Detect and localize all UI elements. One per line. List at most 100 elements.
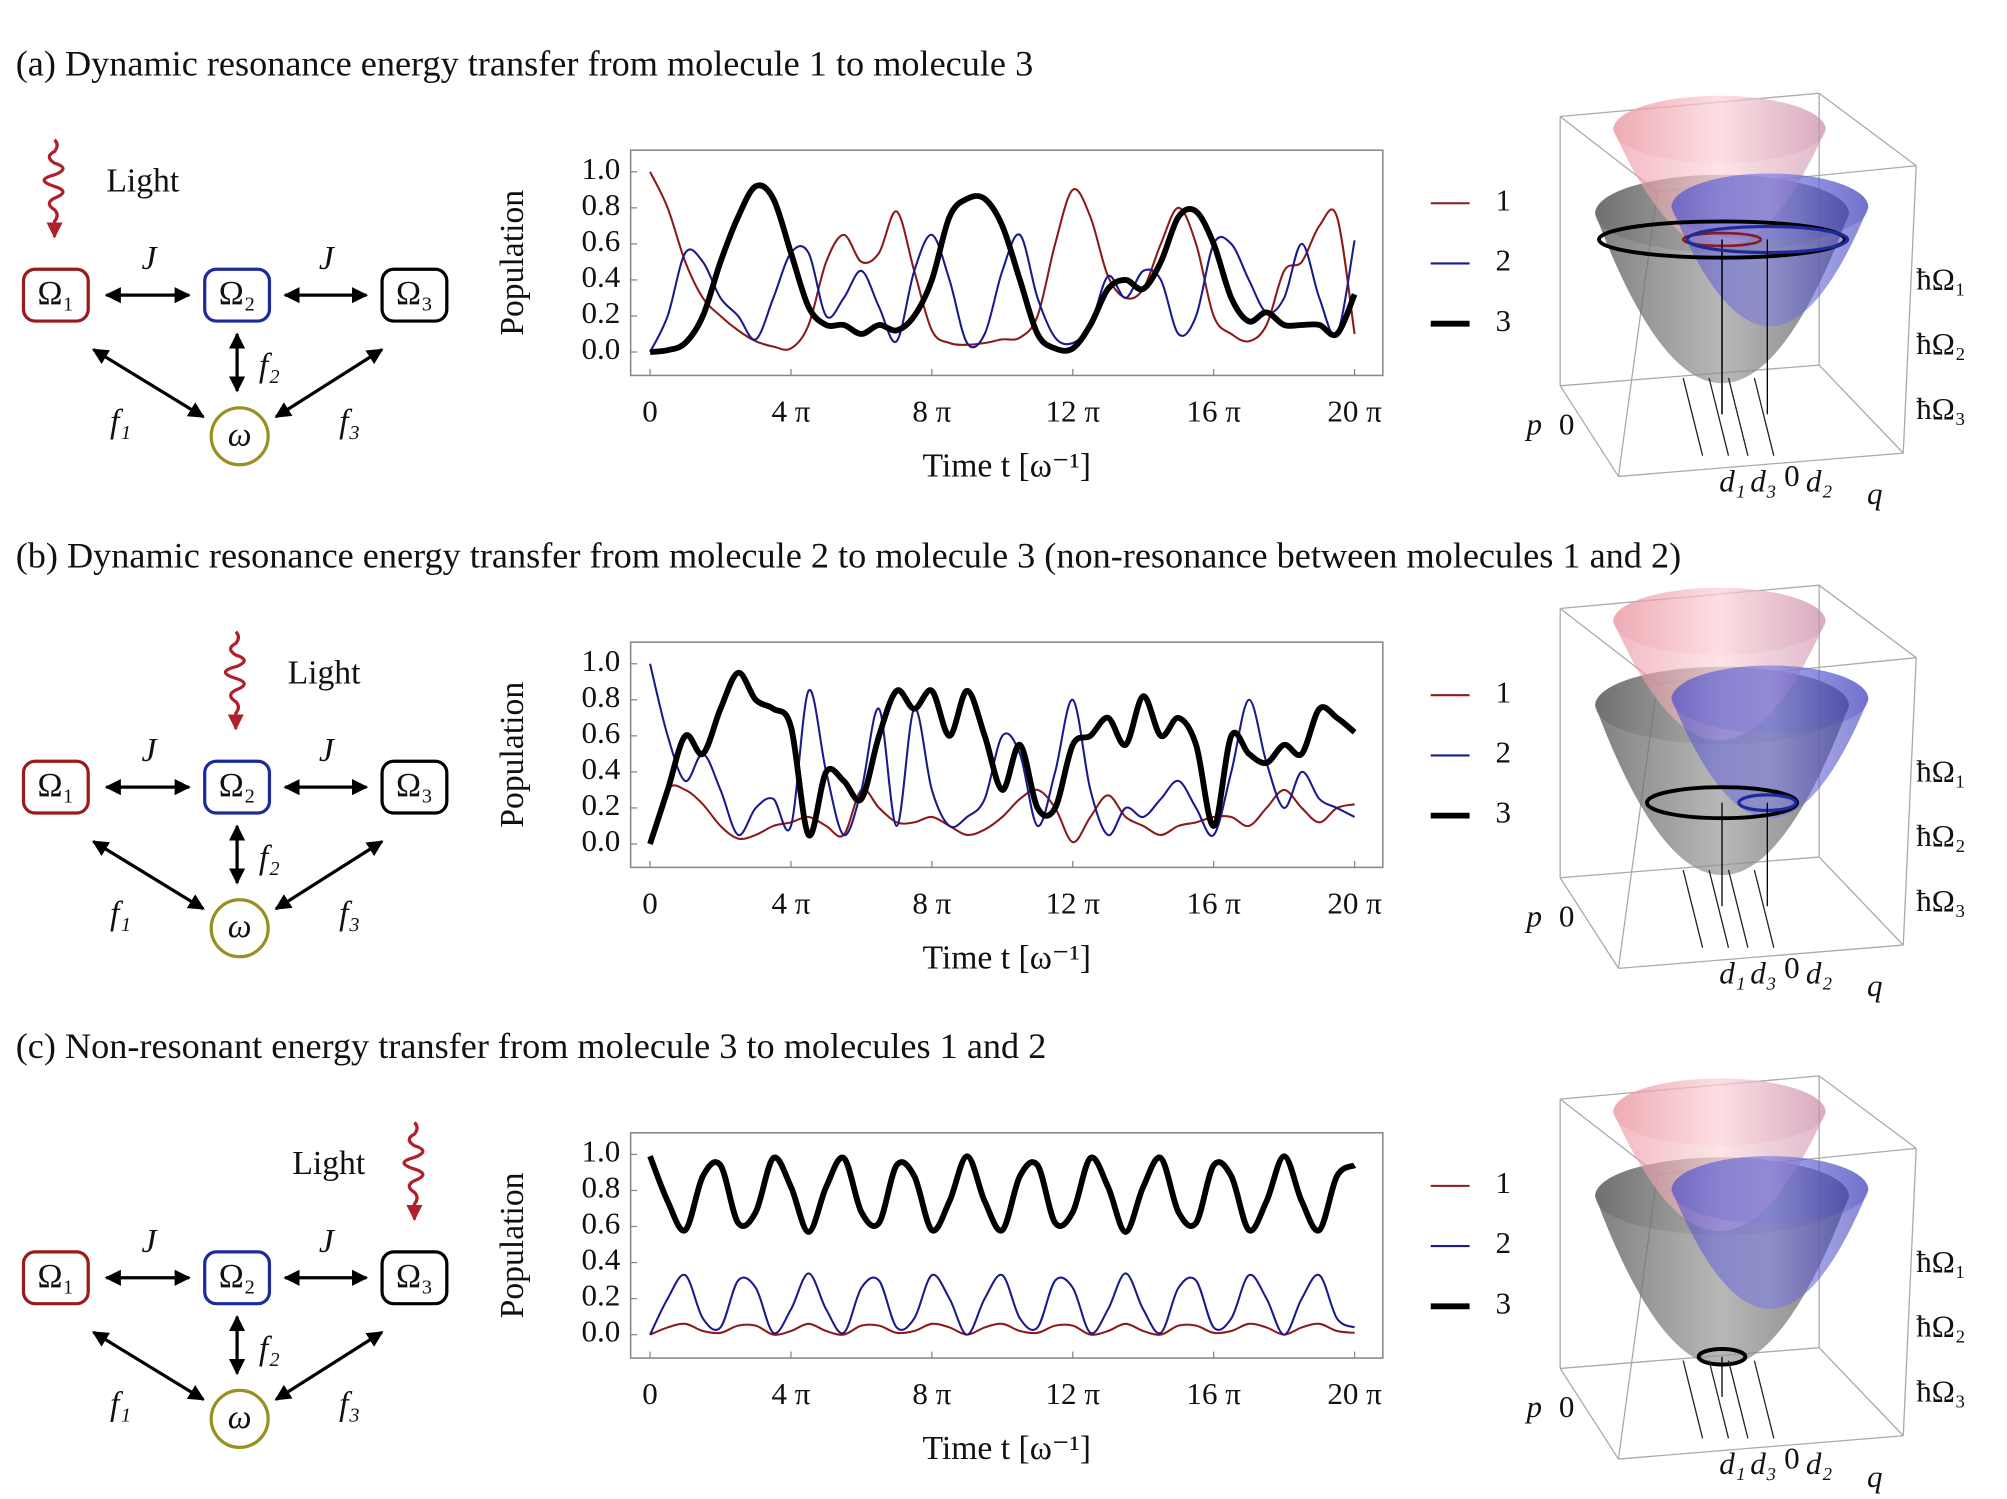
energy-label: ħΩ₃ [1916,1373,1965,1408]
x-tick-label: 12 π [1046,393,1101,428]
x-tick-label: 12 π [1046,1376,1101,1411]
box-edge [1902,657,1917,946]
light-label: Light [106,163,180,200]
potential-surface [1559,1075,1917,1460]
axis-label-3d: d₂ [1806,463,1833,498]
molecule-box [203,1250,272,1306]
panel-title: (a) Dynamic resonance energy transfer fr… [16,44,1033,84]
coupling-label: f₃ [339,403,360,440]
surface-excited-1-rim [1613,95,1826,164]
coupling-label: J [142,732,159,769]
x-axis-label: Time t [ω⁻¹] [923,1430,1091,1467]
x-axis-label: Time t [ω⁻¹] [923,447,1091,484]
energy-label: ħΩ₂ [1916,818,1965,853]
coupling-arrow [91,840,205,911]
floor-tick [1753,869,1775,948]
surface-excited-1-rim [1613,587,1826,656]
floor-tick [1727,869,1749,948]
light-wave [42,138,65,239]
molecule-label: Ω₁ [37,275,74,312]
energy-label: ħΩ₁ [1916,261,1965,296]
series-line [649,1322,1355,1336]
molecule-label: Ω₃ [396,1258,433,1295]
box-edge [1560,364,1820,387]
x-tick-label: 20 π [1327,393,1382,428]
legend-label: 1 [1495,182,1511,217]
axis-label-3d: 0 [1784,1441,1800,1476]
y-tick-label: 0.0 [581,331,620,366]
x-tick-label: 20 π [1327,1376,1382,1411]
oscillator-node [209,1388,270,1450]
molecule-label: Ω₃ [396,767,433,804]
surface-excited-2-rim [1671,173,1869,241]
legend-label: 1 [1495,1165,1511,1200]
x-tick-label: 4 π [771,1376,810,1411]
coupling-label: f₁ [110,895,131,932]
axis-label-3d: d₁ [1719,955,1745,990]
energy-label: ħΩ₂ [1916,326,1965,361]
coupling-arrow [274,1330,384,1401]
box-edge [1559,1368,1619,1460]
coupling-arrow [274,840,384,911]
molecule-box [380,267,449,323]
energy-label: ħΩ₃ [1916,883,1965,918]
legend-label: 2 [1495,1225,1511,1260]
panel-title: (b) Dynamic resonance energy transfer fr… [16,536,1681,576]
box-edge [1818,584,1917,659]
coupling-arrow [91,348,205,419]
axis-label-3d: q [1867,1459,1883,1494]
x-tick-label: 16 π [1186,885,1241,920]
box-edge [1818,1347,1904,1437]
oscillator-label: ω [228,908,252,945]
series-line [649,784,1355,845]
box-edge [1560,1347,1820,1370]
coupling-label: J [319,1223,336,1260]
series-line [647,669,1357,845]
y-tick-label: 0.8 [581,679,620,714]
box-edge [1818,92,1917,167]
y-tick-label: 1.0 [581,643,620,678]
plot-frame [629,641,1384,869]
box-edge [1618,1435,1904,1460]
box-edge [1559,385,1619,477]
axis-label-3d: d₃ [1750,1446,1776,1481]
y-tick-label: 0.4 [581,751,620,786]
y-tick-label: 1.0 [581,151,620,186]
plot-frame [629,149,1384,377]
x-tick-label: 20 π [1327,885,1382,920]
molecule-label: Ω₂ [219,767,256,804]
box-edge [1902,1148,1917,1436]
coupling-label: J [319,240,336,277]
series-line [649,1272,1356,1336]
axis-label-3d: q [1867,968,1883,1003]
molecule-label: Ω₃ [396,275,433,312]
x-tick-label: 0 [642,393,658,428]
axis-label-3d: p [1525,406,1543,441]
axis-label-3d: 0 [1559,898,1575,933]
y-axis-label: Population [494,682,531,828]
oscillator-label: ω [228,416,252,453]
molecule-box [203,759,272,815]
y-tick-label: 0.2 [581,295,620,330]
floor-tick [1708,1360,1730,1439]
box-edge [1818,364,1904,454]
surface-excited-2-rim [1671,665,1869,733]
axis-label-3d: d₂ [1806,1446,1833,1481]
y-tick-label: 1.0 [581,1134,620,1169]
y-tick-label: 0.8 [581,187,620,222]
axis-label-3d: d₃ [1750,955,1776,990]
surface-excited-1-rim [1613,1078,1826,1146]
y-axis-label: Population [494,1172,531,1318]
oscillator-label: ω [228,1399,252,1436]
light-label: Light [288,655,362,692]
y-axis-label: Population [494,190,531,336]
coupling-arrow [91,1330,205,1401]
box-edge [1618,944,1904,970]
molecule-box [203,267,272,323]
series-line [649,171,1356,351]
coupling-label: f₃ [339,1386,360,1423]
floor-tick [1682,377,1704,456]
x-axis-label: Time t [ω⁻¹] [923,939,1091,976]
axis-label-3d: 0 [1559,1389,1575,1424]
